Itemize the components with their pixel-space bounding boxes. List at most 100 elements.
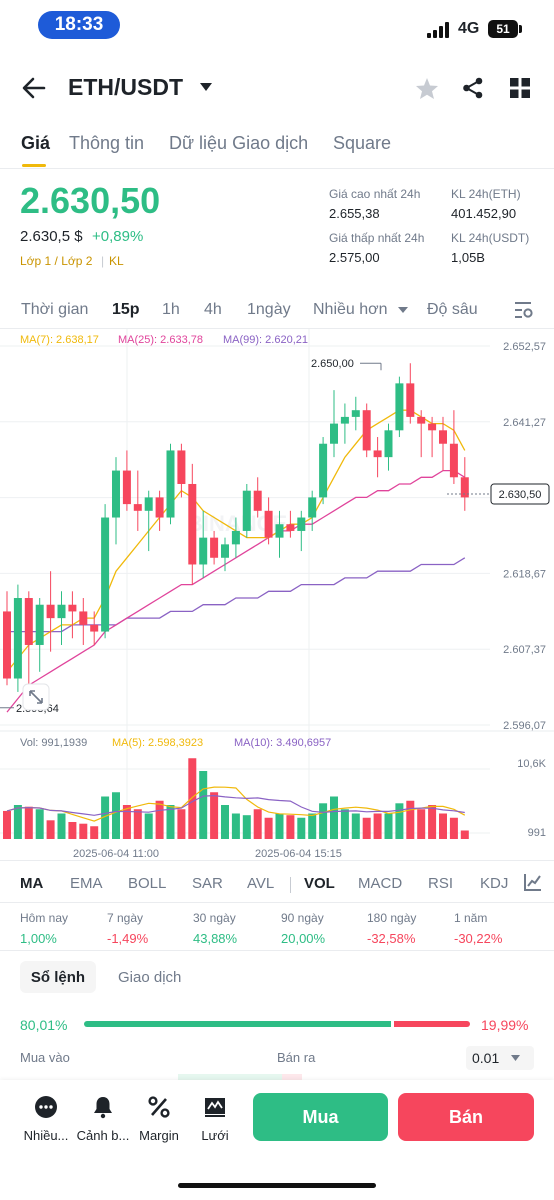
indicator-separator [290, 877, 291, 893]
indicator-ema[interactable]: EMA [70, 875, 103, 892]
interval-depth[interactable]: Độ sâu [427, 301, 478, 318]
tab-trades[interactable]: Giao dịch [118, 969, 182, 986]
indicator-rsi[interactable]: RSI [428, 875, 454, 892]
candle-body [13, 598, 22, 679]
volume-bar [68, 822, 77, 839]
indicator-settings-icon[interactable] [524, 873, 542, 891]
price-chart[interactable]: 2.652,57 2.641,27 2.618,67 2.607,37 2.596,07… [0, 329, 554, 859]
performance-label: Hôm nay [20, 911, 69, 925]
indicator-sar[interactable]: SAR [192, 875, 223, 892]
indicator-boll[interactable]: BOLL [128, 875, 167, 892]
last-price: 2.630,50 [20, 180, 161, 221]
stat-low-label: Giá thấp nhất 24h [329, 231, 425, 245]
volume-axis-label: 991 [528, 827, 546, 839]
price-axis-label: 2.596,07 [503, 720, 546, 732]
legend-ma99: MA(99): 2.620,21 [223, 334, 308, 346]
alert-action[interactable]: Cảnh b... [75, 1095, 131, 1143]
margin-label: Margin [139, 1128, 179, 1143]
volume-bar [330, 796, 338, 839]
grid-bot-action[interactable]: Lưới [187, 1095, 243, 1143]
indicator-vol[interactable]: VOL [304, 875, 335, 892]
precision-value: 0.01 [472, 1050, 500, 1066]
tab-info[interactable]: Thông tin [69, 133, 145, 153]
tab-trading-data[interactable]: Dữ liệu Giao dịch [169, 133, 309, 153]
candle-body [155, 497, 164, 518]
candle-body [460, 477, 469, 498]
performance-label: 1 năm [454, 911, 488, 925]
candle-body [101, 517, 110, 632]
volume-bar [57, 813, 66, 839]
share-icon[interactable] [462, 77, 484, 99]
interval-more-caret-icon[interactable] [398, 307, 408, 313]
indicator-kdj[interactable]: KDJ [480, 875, 509, 892]
volume-bar [90, 826, 99, 839]
volume-bar [188, 758, 197, 839]
stat-vol-base-label: KL 24h(ETH) [451, 187, 521, 201]
performance-value: -1,49% [107, 931, 149, 946]
performance-value: 1,00% [20, 931, 57, 946]
indicator-avl[interactable]: AVL [247, 875, 275, 892]
volume-bar [133, 809, 142, 839]
indicator-ma[interactable]: MA [20, 875, 44, 892]
legend-vol-ma5: MA(5): 2.598,3923 [112, 737, 204, 749]
home-indicator [178, 1183, 376, 1188]
grid-bot-label: Lưới [201, 1128, 229, 1143]
buy-ratio-bar [84, 1021, 391, 1027]
candle-body [395, 383, 404, 431]
pair-title[interactable]: ETH/USDT [68, 74, 183, 100]
candle-body [275, 524, 284, 538]
performance-label: 7 ngày [107, 911, 144, 925]
volume-bar [122, 805, 131, 839]
tag-layer[interactable]: Lớp 1 / Lớp 2 [20, 254, 93, 268]
tab-price[interactable]: Giá [21, 133, 51, 153]
buy-button[interactable]: Mua [253, 1093, 388, 1141]
tag-kl[interactable]: KL [109, 254, 124, 268]
interval-more[interactable]: Nhiều hơn [313, 301, 388, 318]
performance-value: -30,22% [454, 931, 503, 946]
candle-body [439, 430, 447, 444]
performance-label: 30 ngày [193, 911, 236, 925]
ma25-line [6, 469, 466, 713]
tab-orderbook[interactable]: Sổ lệnh [20, 961, 96, 993]
sell-button[interactable]: Bán [398, 1093, 534, 1141]
more-icon [35, 1096, 57, 1118]
volume-bar [395, 803, 404, 839]
battery-tip [519, 25, 522, 33]
more-action[interactable]: Nhiều... [18, 1095, 74, 1143]
precision-select[interactable]: 0.01 [466, 1046, 534, 1070]
stat-vol-quote-label: KL 24h(USDT) [451, 231, 530, 245]
interval-4h[interactable]: 4h [204, 301, 222, 318]
volume-bar [79, 823, 88, 839]
caret-down-icon[interactable] [200, 83, 212, 91]
volume-bar [242, 815, 251, 839]
candle-body [177, 450, 186, 484]
candle-body [406, 383, 415, 417]
back-arrow-icon[interactable] [22, 77, 46, 99]
candle-body [231, 530, 240, 545]
interval-15m[interactable]: 15p [112, 301, 140, 318]
volume-bar [231, 813, 240, 839]
volume-bar [210, 792, 219, 839]
divider [0, 328, 554, 329]
margin-action[interactable]: Margin [131, 1095, 187, 1143]
candle-body [330, 423, 338, 444]
expand-icon [29, 690, 43, 704]
candle-body [351, 410, 360, 417]
grid-icon[interactable] [510, 78, 530, 98]
volume-bar [166, 805, 175, 839]
interval-1h[interactable]: 1h [162, 301, 180, 318]
candle-body [166, 450, 175, 518]
chart-settings-icon[interactable] [514, 301, 534, 319]
tab-square[interactable]: Square [333, 133, 392, 153]
indicator-macd[interactable]: MACD [358, 875, 403, 892]
current-price-box [490, 483, 550, 505]
current-price-label: 2.630,50 [499, 489, 542, 501]
candle-body [449, 443, 458, 478]
volume-bar [144, 813, 153, 839]
volume-bar [275, 813, 284, 839]
candle-body [210, 537, 219, 558]
candle-body [199, 537, 208, 565]
interval-time[interactable]: Thời gian [21, 301, 89, 318]
star-icon[interactable] [415, 77, 439, 100]
interval-1d[interactable]: 1ngày [247, 301, 291, 318]
